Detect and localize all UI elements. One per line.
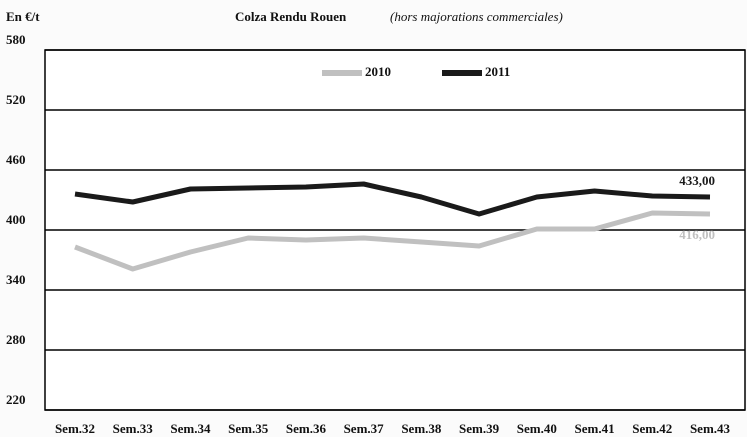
x-tick-label: Sem.33	[113, 421, 154, 436]
x-tick-label: Sem.37	[344, 421, 385, 436]
x-tick-label: Sem.36	[286, 421, 327, 436]
value-label: 416,00	[679, 227, 715, 242]
x-tick-label: Sem.43	[690, 421, 731, 436]
y-tick-label: 400	[6, 212, 26, 227]
x-tick-label: Sem.39	[459, 421, 500, 436]
legend-label: 2011	[485, 64, 510, 79]
x-tick-label: Sem.40	[517, 421, 557, 436]
y-tick-label: 580	[6, 32, 26, 47]
x-tick-label: Sem.32	[55, 421, 95, 436]
x-tick-label: Sem.41	[574, 421, 614, 436]
line-series	[74, 181, 711, 217]
x-tick-label: Sem.34	[170, 421, 211, 436]
legend-label: 2010	[365, 64, 391, 79]
line-series	[74, 210, 711, 272]
chart-subtitle: (hors majorations commerciales)	[390, 9, 563, 24]
y-tick-label: 460	[6, 152, 26, 167]
y-tick-label: 520	[6, 92, 26, 107]
y-tick-label: 340	[6, 272, 26, 287]
x-tick-label: Sem.42	[632, 421, 672, 436]
x-tick-label: Sem.35	[228, 421, 269, 436]
y-axis-label: En €/t	[6, 9, 40, 24]
y-tick-label: 220	[6, 392, 26, 407]
y-tick-label: 280	[6, 332, 26, 347]
chart-title: Colza Rendu Rouen	[235, 9, 347, 24]
x-tick-label: Sem.38	[401, 421, 442, 436]
value-label: 433,00	[679, 173, 715, 188]
